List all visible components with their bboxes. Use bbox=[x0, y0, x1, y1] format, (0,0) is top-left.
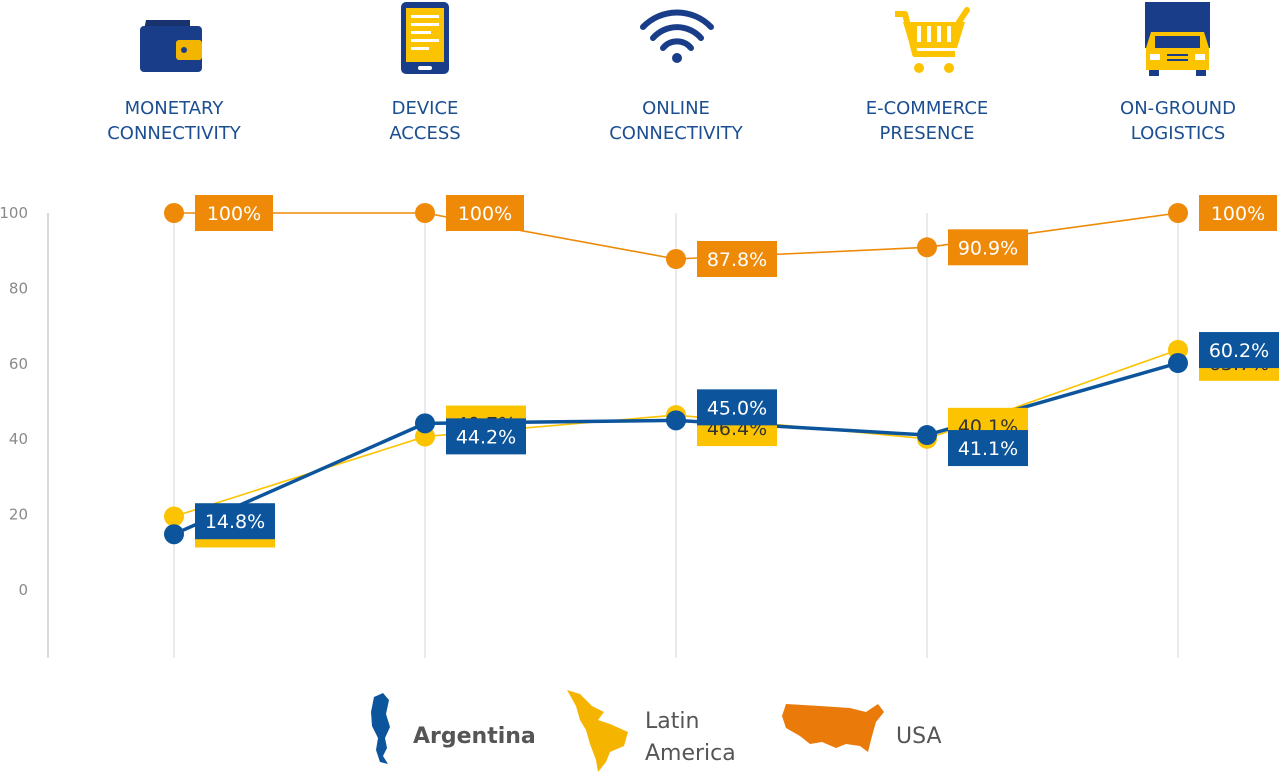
data-point bbox=[164, 506, 184, 527]
category-label: DEVICE bbox=[392, 98, 459, 119]
legend-label-line: Latin bbox=[645, 709, 699, 734]
data-label: 14.8% bbox=[205, 511, 265, 533]
truck-icon bbox=[1145, 2, 1210, 76]
legend-label-usa: USA bbox=[896, 724, 942, 749]
data-label: 41.1% bbox=[958, 438, 1018, 460]
latin-america-map-icon bbox=[567, 690, 628, 772]
data-point bbox=[415, 413, 435, 434]
y-tick-label: 60 bbox=[9, 355, 28, 373]
data-label-box bbox=[446, 418, 526, 455]
data-label-box bbox=[1199, 195, 1277, 231]
data-point bbox=[1168, 203, 1188, 223]
y-axis: 0 20 40 60 80 100 bbox=[0, 204, 49, 658]
data-point bbox=[917, 425, 937, 446]
data-label-box bbox=[697, 389, 777, 426]
category-label: ACCESS bbox=[389, 123, 460, 144]
y-tick-label: 80 bbox=[9, 279, 28, 297]
legend-item-usa: USA bbox=[782, 704, 942, 752]
data-label-box bbox=[195, 503, 275, 540]
data-label: 100% bbox=[458, 203, 512, 225]
category-label: CONNECTIVITY bbox=[107, 123, 242, 144]
wifi-icon bbox=[640, 9, 714, 63]
category-label: LOGISTICS bbox=[1131, 123, 1226, 144]
data-point bbox=[666, 410, 686, 431]
legend-label-argentina: Argentina bbox=[413, 724, 536, 749]
data-label-box bbox=[697, 240, 777, 277]
data-label: 90.9% bbox=[958, 237, 1018, 259]
category-label: ON-GROUND bbox=[1120, 98, 1236, 119]
legend-label-line: America bbox=[645, 741, 736, 766]
tablet-icon bbox=[401, 2, 449, 74]
category-label: PRESENCE bbox=[880, 123, 975, 144]
category-label: MONETARY bbox=[125, 98, 225, 119]
data-label-box bbox=[195, 195, 273, 231]
y-tick-label: 100 bbox=[0, 204, 28, 222]
category-label: ONLINE bbox=[642, 98, 710, 119]
data-label: 60.2% bbox=[1209, 340, 1269, 362]
legend-item-argentina: Argentina bbox=[371, 693, 536, 764]
y-tick-label: 40 bbox=[9, 430, 28, 448]
data-point bbox=[917, 237, 937, 258]
argentina-map-icon bbox=[371, 693, 390, 764]
data-point bbox=[164, 524, 184, 545]
data-label: 100% bbox=[1211, 203, 1265, 225]
data-label-box bbox=[1199, 332, 1279, 369]
category-icons bbox=[140, 2, 1210, 76]
data-point bbox=[1168, 353, 1188, 374]
usa-map-icon bbox=[782, 704, 884, 752]
shopping-cart-icon bbox=[895, 7, 970, 73]
y-tick-label: 20 bbox=[9, 506, 28, 524]
y-tick-label: 0 bbox=[18, 581, 28, 599]
legend: Argentina Latin America USA bbox=[371, 690, 942, 772]
legend-label-latin-america: Latin America bbox=[645, 709, 736, 766]
data-label: 44.2% bbox=[456, 426, 516, 448]
data-label-box bbox=[948, 229, 1028, 266]
data-label-box bbox=[446, 195, 524, 231]
data-label: 100% bbox=[207, 203, 261, 225]
data-label-box bbox=[948, 430, 1028, 467]
data-label: 87.8% bbox=[707, 249, 767, 271]
series: 19.5%40.7%46.4%40.1%63.7%100%100%87.8%90… bbox=[164, 195, 1279, 548]
data-point bbox=[415, 203, 435, 223]
data-point bbox=[164, 203, 184, 223]
category-labels: MONETARY CONNECTIVITY DEVICE ACCESS ONLINE CO… bbox=[107, 98, 1236, 144]
legend-item-latin-america: Latin America bbox=[567, 690, 736, 772]
wallet-icon bbox=[140, 20, 202, 72]
category-label: E-COMMERCE bbox=[866, 98, 989, 119]
data-point bbox=[666, 248, 686, 269]
data-label: 45.0% bbox=[707, 397, 767, 419]
category-label: CONNECTIVITY bbox=[609, 123, 744, 144]
